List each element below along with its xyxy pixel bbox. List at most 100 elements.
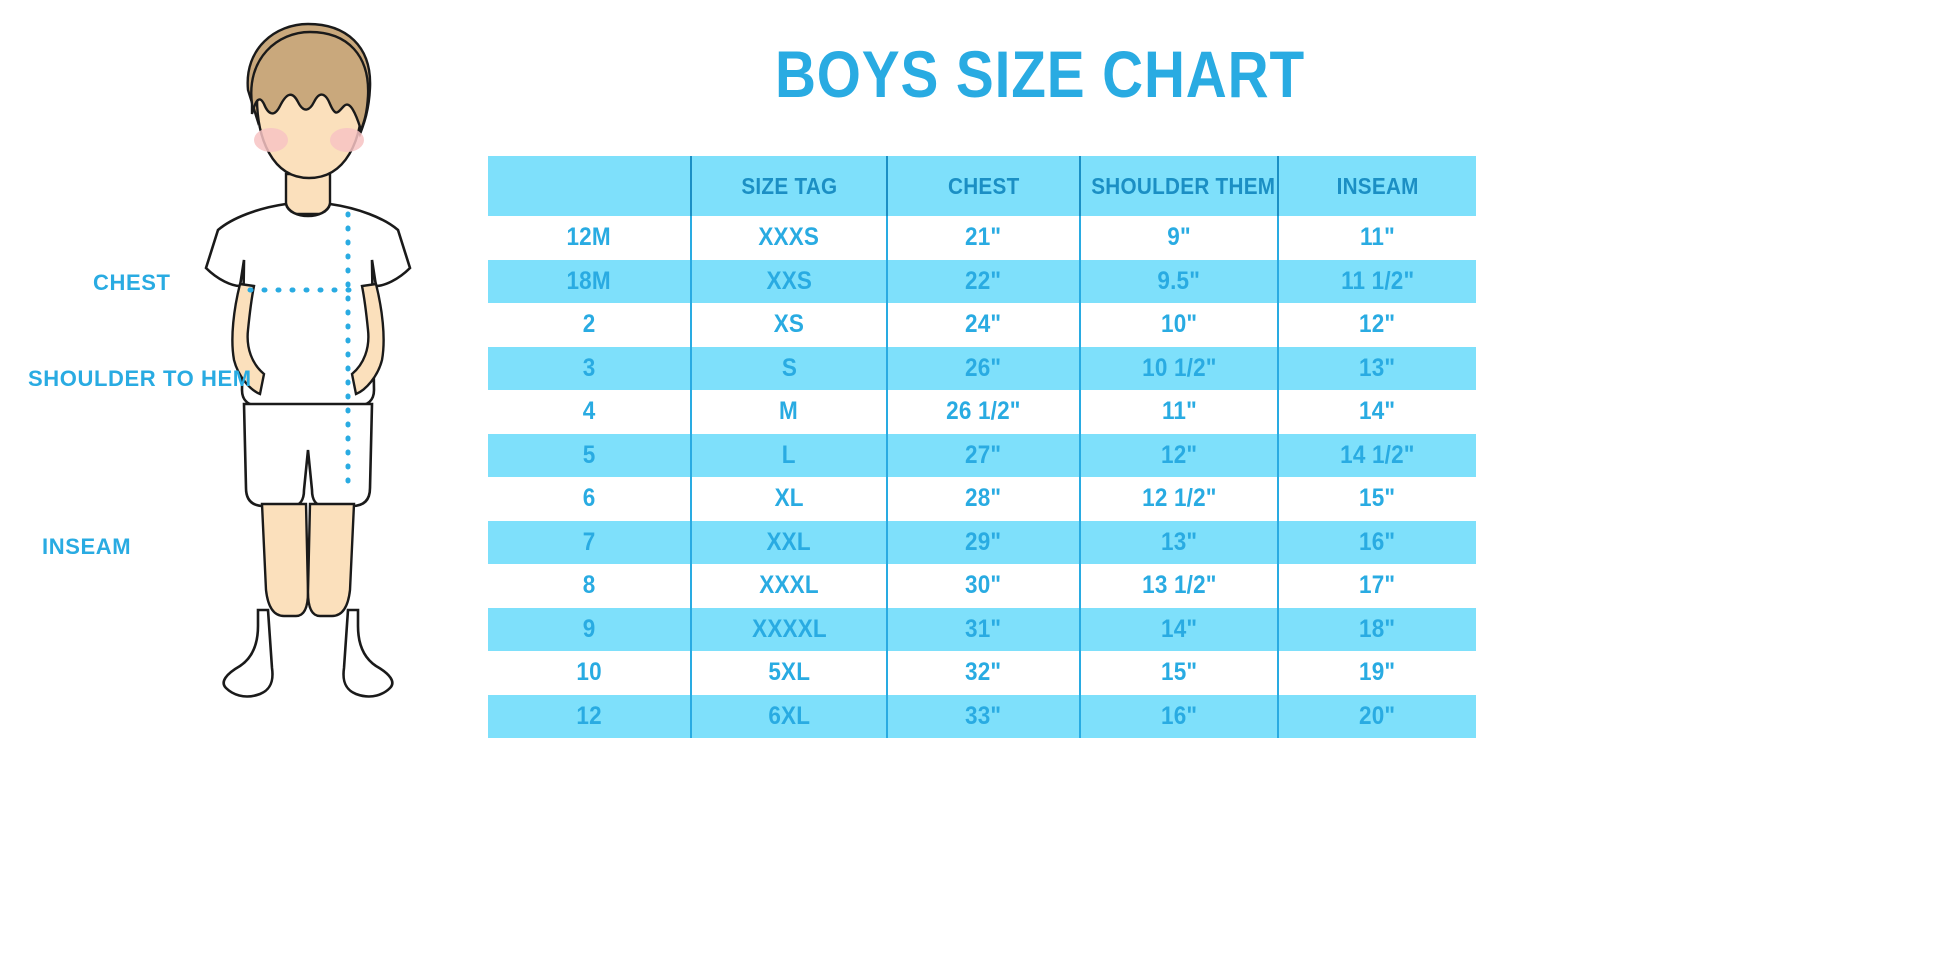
cell-size-tag-label: L [782, 440, 796, 469]
cell-inseam: 13" [1277, 346, 1476, 390]
cell-size-tag: XXXL [690, 564, 887, 608]
column-header-inseam: INSEAM [1277, 156, 1476, 216]
cell-inseam: 11" [1277, 216, 1476, 260]
cell-age-label: 3 [582, 353, 596, 382]
cell-shoulder-them-label: 16" [1160, 701, 1198, 730]
cell-age: 9 [488, 607, 691, 651]
table-row: 7 XXL 29" 13" 16" [488, 520, 1476, 564]
table-header-row: SIZE TAG CHEST SHOULDER THEM INSEAM [488, 156, 1476, 216]
cell-age: 4 [488, 390, 691, 434]
table-row: 3 S 26" 10 1/2" 13" [488, 346, 1476, 390]
table-row: 12M XXXS 21" 9" 11" [488, 216, 1476, 260]
cell-shoulder-them-label: 15" [1160, 658, 1198, 687]
label-chest: CHEST [93, 270, 171, 295]
arm-left [231, 282, 266, 396]
cell-inseam: 19" [1277, 651, 1476, 695]
cell-size-tag: S [690, 346, 887, 390]
cell-age-label: 6 [582, 484, 596, 513]
cell-size-tag: 5XL [690, 651, 887, 695]
cell-shoulder-them: 16" [1079, 694, 1278, 738]
column-header-chest-label: CHEST [947, 172, 1020, 199]
cell-size-tag-label: XS [773, 310, 805, 339]
cell-chest-label: 32" [965, 658, 1002, 687]
tshirt [204, 202, 412, 408]
table-row: 2 XS 24" 10" 12" [488, 303, 1476, 347]
cell-inseam-label: 12" [1359, 310, 1396, 339]
cell-shoulder-them: 12" [1079, 433, 1278, 477]
cell-age: 18M [488, 259, 691, 303]
cell-shoulder-them-label: 12" [1160, 440, 1198, 469]
cell-chest: 27" [886, 433, 1080, 477]
cell-shoulder-them: 10" [1079, 303, 1278, 347]
cell-shoulder-them-label: 12 1/2" [1141, 484, 1217, 513]
cell-shoulder-them: 9.5" [1079, 259, 1278, 303]
cell-age-label: 2 [582, 310, 596, 339]
cell-age: 5 [488, 433, 691, 477]
cell-inseam: 11 1/2" [1277, 259, 1476, 303]
cell-inseam: 18" [1277, 607, 1476, 651]
cell-size-tag-label: 6XL [768, 701, 810, 730]
shoe-right [342, 608, 394, 698]
cell-size-tag-label: XXXS [758, 223, 820, 252]
cell-shoulder-them-label: 13 1/2" [1141, 571, 1217, 600]
cell-size-tag-label: M [779, 397, 799, 426]
cell-inseam-label: 14" [1359, 397, 1396, 426]
cell-inseam-label: 16" [1359, 527, 1396, 556]
cell-inseam-label: 15" [1359, 484, 1396, 513]
cell-size-tag: L [690, 433, 887, 477]
cell-size-tag-label: XXS [766, 266, 812, 295]
cell-shoulder-them: 9" [1079, 216, 1278, 260]
cell-inseam-label: 13" [1359, 353, 1396, 382]
cell-size-tag: XS [690, 303, 887, 347]
cell-inseam-label: 18" [1359, 614, 1396, 643]
cell-age: 3 [488, 346, 691, 390]
shorts [242, 402, 374, 508]
column-header-shoulder-them-label: SHOULDER THEM [1091, 172, 1276, 199]
cell-chest: 22" [886, 259, 1080, 303]
column-header-size-tag: SIZE TAG [690, 156, 887, 216]
cell-chest-label: 24" [965, 310, 1002, 339]
cell-shoulder-them: 13 1/2" [1079, 564, 1278, 608]
cell-shoulder-them-label: 11" [1161, 397, 1197, 426]
cell-age: 2 [488, 303, 691, 347]
cell-age: 8 [488, 564, 691, 608]
cell-chest: 33" [886, 694, 1080, 738]
table-row: 10 5XL 32" 15" 19" [488, 651, 1476, 695]
cell-chest-label: 26" [965, 353, 1002, 382]
cell-shoulder-them: 14" [1079, 607, 1278, 651]
table-row: 6 XL 28" 12 1/2" 15" [488, 477, 1476, 521]
size-chart-table: SIZE TAG CHEST SHOULDER THEM INSEAM 12M X… [488, 156, 1476, 738]
cell-chest-label: 27" [965, 440, 1002, 469]
shoe-left [222, 608, 274, 698]
blush-left [254, 128, 288, 152]
cell-inseam-label: 19" [1359, 658, 1396, 687]
cell-chest: 26 1/2" [886, 390, 1080, 434]
cell-inseam-label: 20" [1359, 701, 1396, 730]
cell-shoulder-them: 13" [1079, 520, 1278, 564]
cell-size-tag-label: 5XL [768, 658, 810, 687]
cell-chest-label: 26 1/2" [946, 397, 1021, 426]
cell-inseam: 14 1/2" [1277, 433, 1476, 477]
cell-age-label: 12M [566, 223, 612, 252]
cell-size-tag: XL [690, 477, 887, 521]
cell-inseam-label: 11" [1359, 223, 1395, 252]
cell-shoulder-them: 10 1/2" [1079, 346, 1278, 390]
cell-age-label: 8 [582, 571, 596, 600]
leg-right [306, 502, 356, 618]
cell-chest-label: 22" [965, 266, 1002, 295]
cell-shoulder-them-label: 10 1/2" [1141, 353, 1217, 382]
label-inseam: INSEAM [42, 534, 132, 559]
cell-shoulder-them-label: 9.5" [1157, 266, 1201, 295]
cell-size-tag-label: S [781, 353, 797, 382]
cell-shoulder-them-label: 14" [1160, 614, 1198, 643]
column-header-age [488, 156, 691, 216]
cell-inseam-label: 11 1/2" [1340, 266, 1415, 295]
cell-chest: 21" [886, 216, 1080, 260]
cell-chest-label: 33" [965, 701, 1002, 730]
neck [284, 172, 332, 216]
cell-chest: 30" [886, 564, 1080, 608]
cell-chest-label: 21" [965, 223, 1002, 252]
cell-inseam: 20" [1277, 694, 1476, 738]
label-shoulder-to-hem: SHOULDER TO HEM [28, 366, 252, 391]
cell-chest: 26" [886, 346, 1080, 390]
